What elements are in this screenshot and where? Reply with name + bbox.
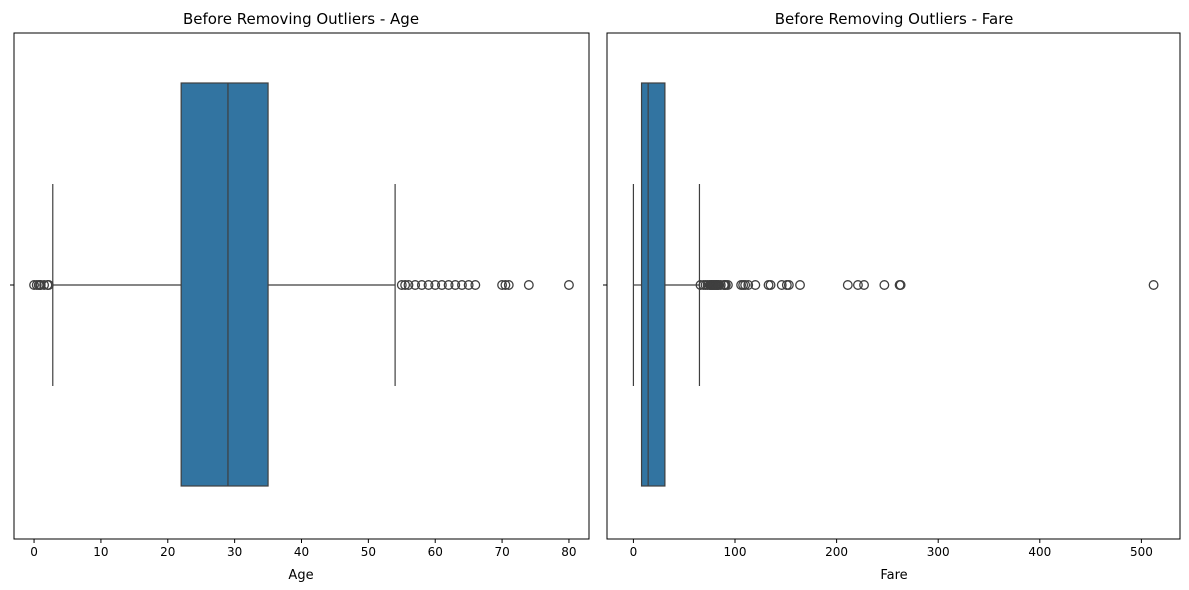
age-x-tick-label: 80 [561, 545, 576, 559]
fare-outlier-point [795, 280, 805, 290]
age-chart-title: Before Removing Outliers - Age [183, 10, 419, 28]
age-x-tick-label: 50 [361, 545, 376, 559]
age-boxplot-panel: Before Removing Outliers - Age Age 0 10 20… [10, 10, 590, 583]
fare-outlier-point [879, 280, 890, 290]
fare-outlier-point [783, 280, 794, 290]
age-outlier-point [39, 280, 50, 290]
fare-outlier-point [776, 280, 787, 290]
fare-outlier-point [842, 280, 853, 290]
fare-outlier-point [765, 280, 776, 290]
age-x-tick-label: 10 [93, 545, 108, 559]
age-outlier-point [410, 280, 421, 290]
age-outlier-point [400, 280, 411, 290]
fare-outlier-point [722, 280, 733, 290]
fare-outlier-point [715, 280, 726, 290]
age-outlier-point [423, 280, 434, 290]
fare-x-tick-label: 200 [825, 545, 848, 559]
age-outlier-point [29, 280, 40, 290]
fare-chart-marks: 0 100 200 300 400 500 [603, 82, 1159, 559]
fare-chart-title: Before Removing Outliers - Fare [775, 10, 1014, 28]
fare-outlier-point [852, 280, 863, 290]
age-outlier-point [470, 280, 481, 290]
fare-outlier-point [859, 280, 869, 290]
fare-plot-area [606, 32, 1181, 540]
fare-x-tick-label: 400 [1028, 545, 1051, 559]
age-x-tick-label: 70 [494, 545, 509, 559]
age-outlier-point [500, 280, 511, 290]
fare-x-tick-label: 500 [1130, 545, 1153, 559]
age-outlier-point [463, 280, 474, 290]
age-x-tick-label: 30 [227, 545, 242, 559]
fare-x-tick-label: 100 [724, 545, 747, 559]
age-outlier-point [457, 280, 467, 290]
fare-boxplot-panel: Before Removing Outliers - Fare Fare 0 10… [603, 10, 1181, 583]
age-outlier-point [430, 280, 441, 290]
age-outlier-point [503, 280, 514, 290]
age-outlier-point [443, 280, 454, 290]
fare-x-tick-label: 0 [630, 545, 638, 559]
age-outlier-point [497, 280, 508, 290]
age-x-tick-label: 0 [30, 545, 38, 559]
fare-outlier-point [1148, 280, 1159, 290]
fare-iqr-box [640, 82, 666, 487]
age-outlier-point [416, 280, 427, 290]
fare-outlier-point [743, 280, 754, 290]
fare-outlier-point [740, 280, 751, 290]
age-outlier-point [523, 280, 534, 290]
fare-outlier-point [895, 280, 906, 290]
age-outlier-point [43, 280, 54, 290]
age-iqr-box [180, 82, 269, 487]
age-x-axis-label: Age [288, 568, 313, 583]
age-x-tick-label: 20 [160, 545, 175, 559]
age-outlier-point [563, 280, 574, 290]
age-plot-area [13, 32, 590, 540]
age-outlier-point [396, 280, 407, 290]
fare-x-tick-label: 300 [927, 545, 950, 559]
age-outlier-point [403, 280, 414, 290]
fare-outlier-point [750, 280, 761, 290]
age-x-tick-label: 60 [428, 545, 443, 559]
age-outlier-point [436, 280, 447, 290]
fare-x-axis-label: Fare [880, 568, 907, 583]
age-outlier-point [450, 280, 461, 290]
age-chart-marks: 0 10 20 30 40 50 60 70 80 [10, 82, 577, 559]
age-x-tick-label: 40 [294, 545, 309, 559]
